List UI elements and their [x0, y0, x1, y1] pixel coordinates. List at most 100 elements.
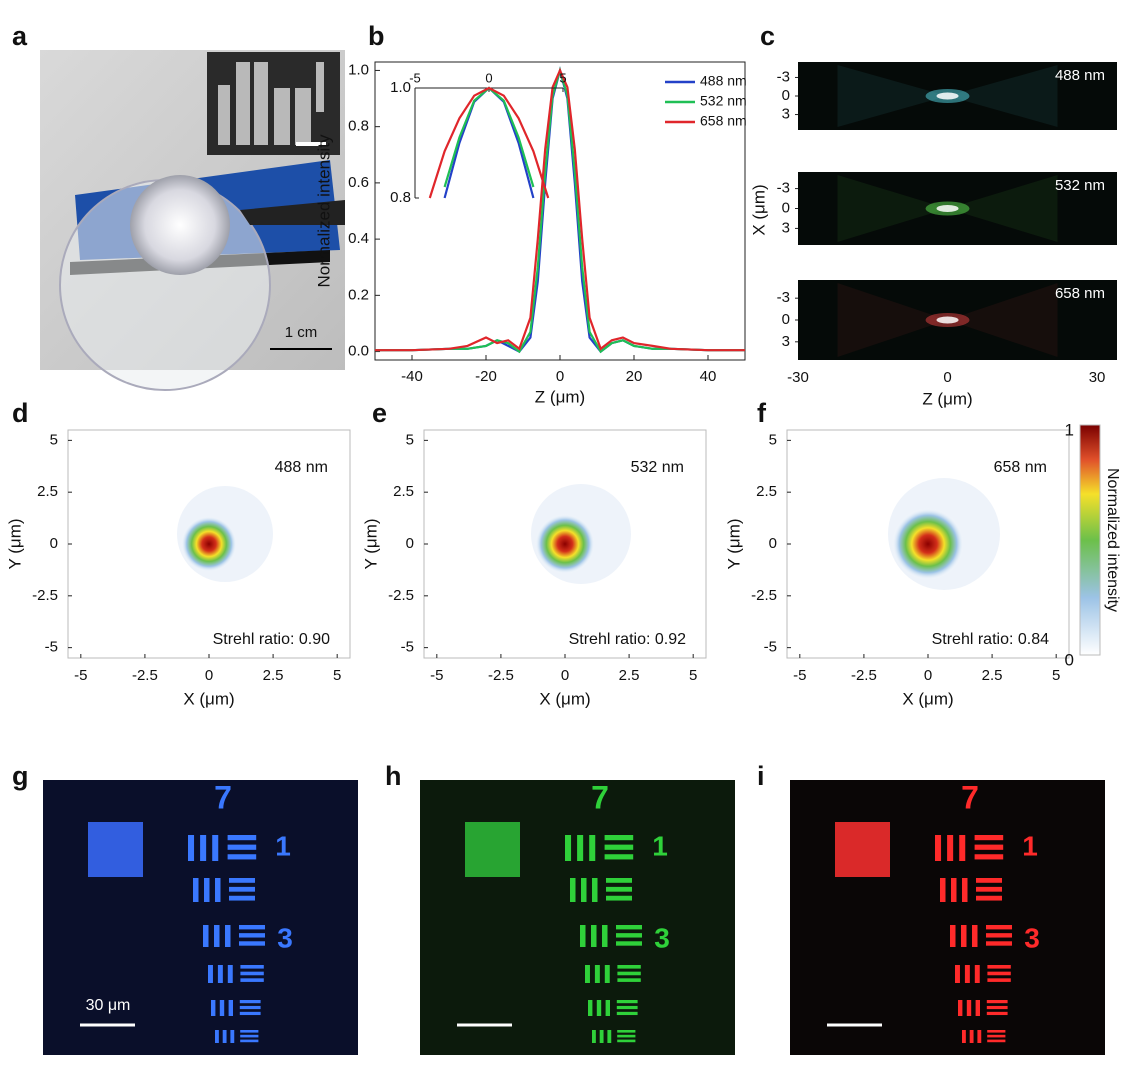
target-bar: [591, 925, 597, 947]
target-bar: [218, 965, 223, 983]
x-tick-label: 0: [556, 368, 564, 385]
y-tick-label: 2.5: [37, 483, 58, 500]
photo-a: 1 cm: [40, 50, 345, 390]
y-tick-label: 0: [782, 87, 790, 104]
target-bar: [959, 835, 965, 861]
y-tick-label: 0.2: [348, 286, 369, 303]
target-bar: [212, 835, 218, 861]
target-bar: [970, 1030, 974, 1043]
x-tick-label: -5: [793, 667, 806, 684]
x-tick-label: 0: [485, 70, 492, 85]
target-bar: [228, 845, 257, 850]
x-tick-label: 2.5: [982, 667, 1003, 684]
target-bar: [214, 925, 220, 947]
target-bar: [230, 1030, 234, 1043]
target-bar: [607, 1030, 611, 1043]
target-number: 1: [652, 830, 668, 861]
line: [445, 88, 534, 187]
y-axis-label: Normalized intensity: [314, 134, 333, 288]
target-bar: [987, 1006, 1008, 1009]
target-bar: [597, 1000, 601, 1016]
target-bar: [977, 1030, 981, 1043]
y-tick-label: 1.0: [390, 79, 411, 96]
target-bar: [962, 878, 968, 902]
photo-target: 7 1 3: [420, 779, 735, 1055]
target-number: 1: [1022, 830, 1038, 861]
target-bar: [592, 878, 598, 902]
x-tick-label: 30: [1089, 369, 1106, 386]
scale-bar-label: 1 cm: [285, 324, 318, 341]
plot-frame: [375, 62, 745, 360]
target-number: 1: [275, 830, 291, 861]
x-tick-label: -2.5: [851, 667, 877, 684]
target-bar: [229, 1000, 233, 1016]
y-tick-label: -5: [401, 639, 414, 656]
target-bar: [976, 1000, 980, 1016]
target-bar: [239, 933, 265, 937]
wavelength-label: 488 nm: [1055, 67, 1105, 84]
focal-spot: [937, 205, 959, 212]
target-bar: [940, 878, 946, 902]
panel-label: f: [757, 398, 767, 428]
line: [430, 88, 548, 198]
target-bar: [976, 887, 1002, 892]
target-bar: [600, 1030, 604, 1043]
target-bar: [987, 1035, 1005, 1038]
photo-target: 713: [790, 779, 1105, 1055]
y-tick-label: 0.8: [390, 189, 411, 206]
y-tick-label: 0: [769, 535, 777, 552]
target-bar: [987, 1012, 1008, 1015]
x-tick-label: -2.5: [132, 667, 158, 684]
target-bar: [570, 878, 576, 902]
x-tick-label: 20: [626, 368, 643, 385]
y-tick-label: 0.4: [348, 230, 369, 247]
target-bar: [617, 1012, 638, 1015]
target-bar: [976, 896, 1002, 901]
target-bar: [617, 972, 640, 976]
x-tick-label: -40: [401, 368, 423, 385]
legend-label: 488 nm: [700, 73, 747, 89]
target-bar: [617, 1030, 635, 1033]
colorbar-label: Normalized intensity: [1104, 468, 1121, 612]
y-tick-label: 0: [406, 535, 414, 552]
target-bar: [577, 835, 583, 861]
target-bar: [193, 878, 199, 902]
wavelength-label: 532 nm: [631, 459, 684, 476]
strehl-ratio: Strehl ratio: 0.84: [932, 631, 1050, 648]
target-bar: [602, 925, 608, 947]
legend-label: 532 nm: [700, 93, 747, 109]
y-tick-label: 1.0: [348, 61, 369, 78]
wavelength-label: 532 nm: [1055, 177, 1105, 194]
target-bar: [950, 925, 956, 947]
x-tick-label: 5: [559, 70, 566, 85]
target-bar: [965, 965, 970, 983]
x-tick-label: 0: [924, 667, 932, 684]
target-number: 7: [214, 779, 232, 815]
strehl-ratio: Strehl ratio: 0.92: [569, 631, 687, 648]
target-bar: [239, 925, 265, 929]
y-tick-label: 0: [782, 311, 790, 328]
line: [375, 70, 745, 351]
target-bar: [605, 845, 634, 850]
target-bar: [947, 835, 953, 861]
target-bar: [617, 1035, 635, 1038]
target-number: 3: [654, 922, 670, 953]
wavelength-label: 658 nm: [1055, 285, 1105, 302]
y-tick-label: 0.6: [348, 174, 369, 191]
target-bar: [975, 845, 1004, 850]
target-bar: [588, 1000, 592, 1016]
target-number: 7: [591, 779, 609, 815]
y-tick-label: -5: [45, 639, 58, 656]
target-bar: [240, 1000, 261, 1003]
x-tick-label: 0: [943, 369, 951, 386]
target-bar: [617, 1006, 638, 1009]
x-tick-label: -5: [74, 667, 87, 684]
target-bar: [617, 1040, 635, 1043]
target-bar: [228, 965, 233, 983]
scale-bar-label: 30 μm: [86, 997, 131, 1014]
target-bar: [606, 896, 632, 901]
y-tick-label: -3: [777, 289, 790, 306]
y-tick-label: -5: [764, 639, 777, 656]
target-bar: [955, 965, 960, 983]
y-tick-label: 0.0: [348, 343, 369, 360]
